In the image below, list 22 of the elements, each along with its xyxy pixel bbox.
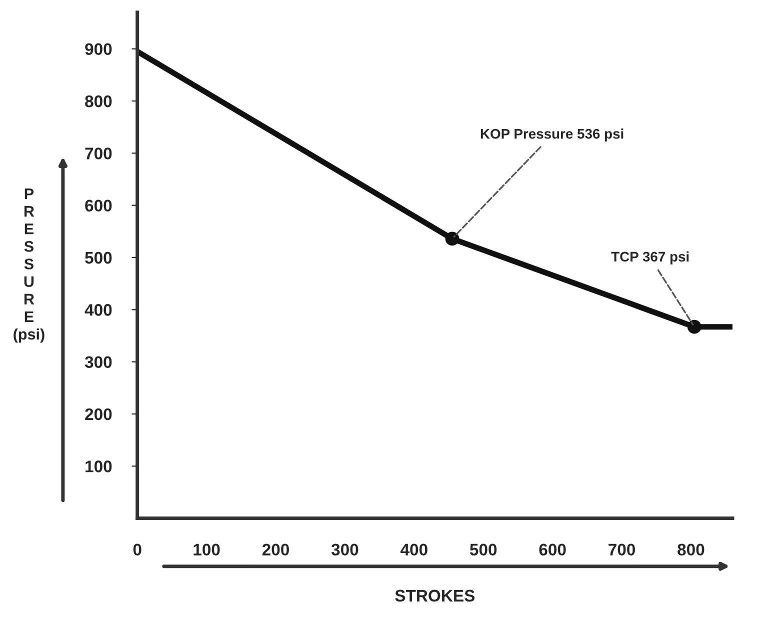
y-tick-label: 100: [86, 460, 112, 472]
annotation: KOP Pressure 536 psi: [480, 128, 624, 142]
x-tick-label: 600: [539, 544, 566, 556]
y-tick-label: 400: [84, 304, 112, 316]
x-tick-label: 700: [608, 544, 635, 556]
y-tick-label: 800: [85, 95, 112, 108]
y-tick-label: 700: [85, 148, 112, 160]
y-tick-label: 600: [85, 200, 112, 212]
x-tick-label: 0: [133, 544, 142, 556]
x-axis-title: STROKES: [395, 590, 475, 602]
text: PRESSURE (psi): [14, 188, 44, 343]
y-tick-label: 300: [84, 356, 112, 368]
x-tick-label: 400: [400, 544, 428, 556]
y-tick-label: 900: [85, 43, 112, 56]
y-tick-label: 500: [85, 252, 112, 264]
annotation: TCP 367 psi: [611, 251, 689, 264]
x-tick-label: 300: [331, 544, 358, 556]
x-tick-label: 100: [194, 544, 220, 556]
x-tick-label: 200: [262, 544, 289, 556]
x-tick-label: 500: [470, 544, 497, 556]
y-tick-label: 200: [85, 408, 112, 420]
x-tick-label: 800: [678, 544, 704, 556]
